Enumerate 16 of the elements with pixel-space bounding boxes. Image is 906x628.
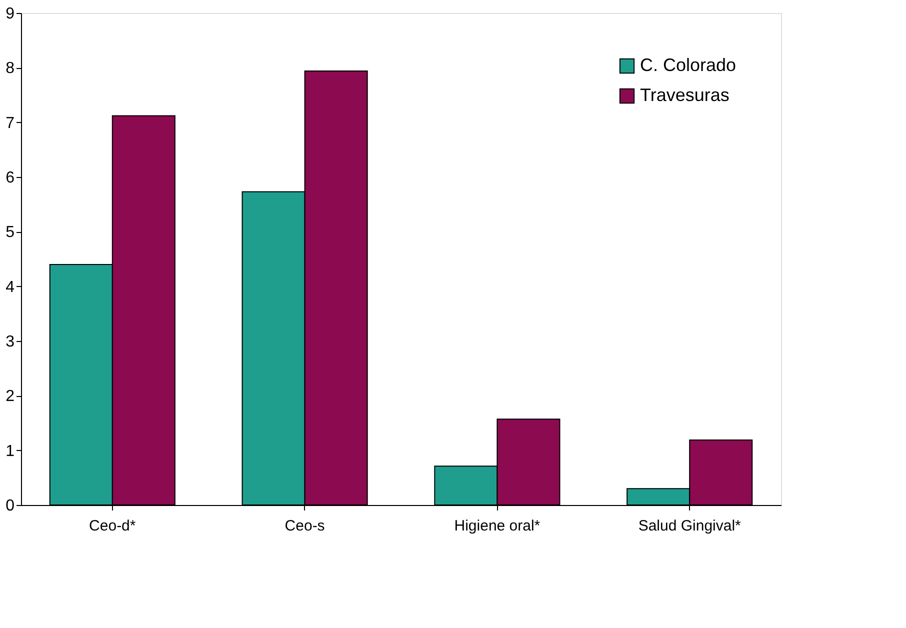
y-tick-label: 4 [6, 278, 15, 296]
y-tick-label: 0 [6, 498, 15, 514]
y-tick-label: 3 [6, 334, 15, 350]
y-tick-label: 1 [6, 442, 15, 460]
y-tick-label: 8 [6, 60, 15, 78]
legend-label: C. Colorado [640, 55, 736, 75]
y-tick-label: 2 [6, 388, 15, 406]
x-tick-label: Ceo-s [284, 518, 325, 534]
y-tick-label: 7 [6, 114, 15, 132]
y-tick-label: 9 [6, 6, 15, 22]
x-tick-label: Salud Gingival* [638, 518, 742, 534]
x-tick-label: Higiene oral* [454, 518, 540, 534]
legend-label: Travesuras [640, 85, 730, 105]
y-tick-label: 5 [6, 224, 15, 242]
y-tick-label: 6 [6, 170, 15, 186]
x-tick-label: Ceo-d* [89, 518, 136, 534]
